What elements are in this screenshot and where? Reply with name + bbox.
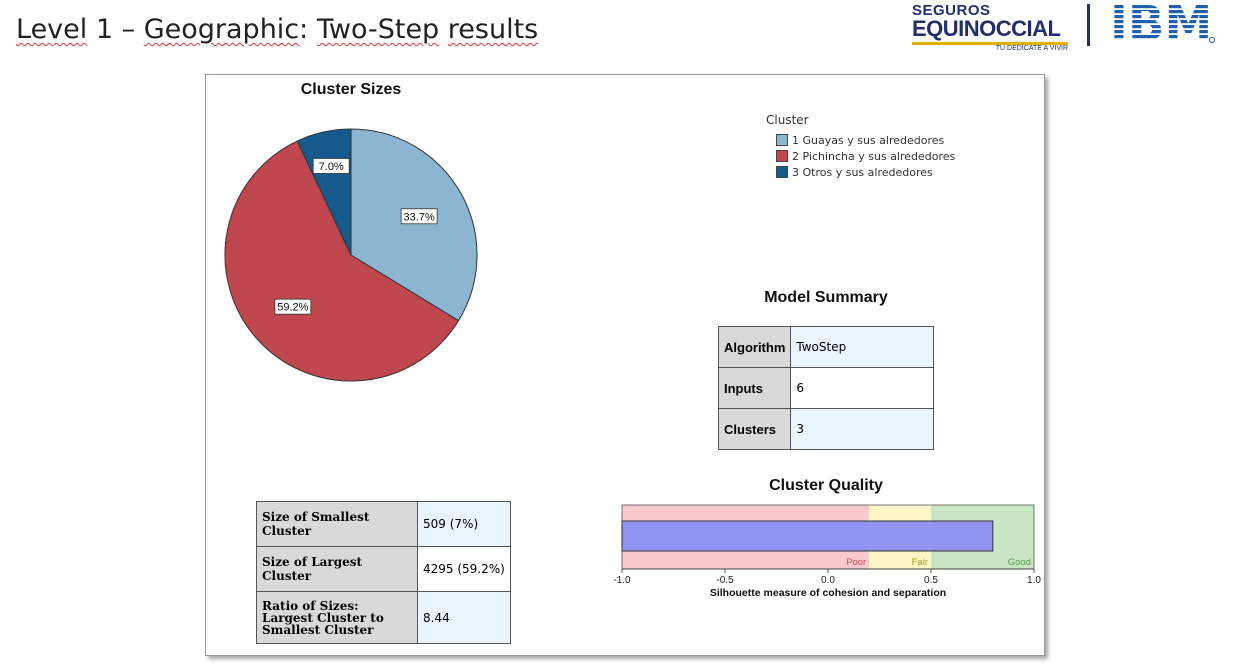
pie-slice-label: 59.2% [274, 298, 312, 315]
ibm-logo: IBM [1110, 0, 1215, 46]
title-word-results: results [447, 14, 539, 45]
legend-num: 2 [792, 149, 799, 163]
row-value-clusters: 3 [790, 408, 935, 450]
legend-num: 3 [792, 165, 799, 179]
logo-line-seguros: SEGUROS [912, 2, 991, 19]
row-label-clusters: Clusters [717, 408, 792, 450]
row-value-smallest: 509 (7%) [417, 501, 511, 547]
logo-underline [912, 42, 1068, 45]
pie-slice [350, 128, 478, 322]
table-row: Ratio of Sizes: Largest Cluster to Small… [256, 591, 511, 644]
pie-slice [224, 140, 460, 382]
axis-tick-label: 0.0 [821, 575, 835, 586]
cluster-quality-title: Cluster Quality [769, 477, 883, 494]
quality-zone-label: Poor [846, 557, 866, 568]
cluster-legend: Cluster 1 Guayas y sus alrededores 2 Pic… [766, 113, 955, 180]
row-label-inputs: Inputs [717, 367, 792, 409]
silhouette-bar [621, 520, 994, 552]
table-row: Size of Largest Cluster 4295 (59.2%) [256, 546, 511, 592]
legend-label: Guayas y sus alrededores [802, 133, 945, 147]
legend-swatch [776, 166, 788, 178]
cluster-quality-chart: Poor Fair Good -1.0 -0.5 0.0 0.5 1.0 Silhouette … [613, 504, 1041, 599]
row-label-ratio: Ratio of Sizes: Largest Cluster to Small… [256, 591, 418, 644]
x-axis-label: Silhouette measure of cohesion and separ… [710, 587, 946, 599]
title-sep-1: 1 – [87, 14, 144, 45]
title-sep-2: : [299, 14, 317, 45]
axis-tick-label: 1.0 [1027, 575, 1041, 586]
svg-text:33.7%: 33.7% [404, 211, 435, 223]
legend-swatch [776, 134, 788, 146]
title-word-geographic: Geographic [143, 14, 300, 45]
svg-text:59.2%: 59.2% [277, 302, 308, 314]
axis-tick-label: -0.5 [716, 575, 734, 586]
logo-line-equinoccial: EQUINOCCIAL [912, 16, 1061, 41]
axis-tick-label: -1.0 [613, 575, 631, 586]
title-word-level: Level [16, 14, 88, 45]
table-row: Inputs 6 [717, 367, 935, 409]
cluster-sizes-table: Size of Smallest Cluster 509 (7%) Size o… [256, 501, 511, 644]
legend-label: Pichincha y sus alrededores [802, 149, 956, 163]
logo-tagline: TÚ DEDÍCATE A VIVIR [995, 45, 1068, 52]
row-label-algorithm: Algorithm [717, 326, 792, 368]
ibm-logo-text: IBM [1110, 0, 1212, 46]
quality-zone-label: Fair [912, 557, 928, 568]
model-summary-table: Algorithm TwoStep Inputs 6 Clusters 3 [717, 326, 935, 450]
seguros-equinoccial-logo: SEGUROS EQUINOCCIAL TÚ DEDÍCATE A VIVIR [912, 2, 1072, 52]
twostep-output-figure: Cluster Sizes 33.7% 59.2% 7.0% Cluster 1 G… [205, 74, 1045, 656]
table-row: Algorithm TwoStep [717, 326, 935, 368]
cluster-sizes-pie-chart: 33.7% 59.2% 7.0% [224, 128, 478, 382]
row-value-algorithm: TwoStep [790, 326, 935, 368]
model-summary-title: Model Summary [764, 289, 888, 306]
row-value-ratio: 8.44 [417, 591, 511, 644]
legend-item: 3 Otros y sus alrededores [766, 164, 955, 180]
table-row: Clusters 3 [717, 408, 935, 450]
row-value-inputs: 6 [790, 367, 935, 409]
quality-zone-label: Good [1008, 557, 1031, 568]
pie-title: Cluster Sizes [300, 81, 402, 98]
legend-item: 1 Guayas y sus alrededores [766, 132, 955, 148]
svg-text:7.0%: 7.0% [319, 161, 344, 173]
legend-swatch [776, 150, 788, 162]
row-label-largest: Size of Largest Cluster [256, 546, 418, 592]
legend-label: Otros y sus alrededores [802, 165, 933, 179]
table-row: Size of Smallest Cluster 509 (7%) [256, 501, 511, 547]
title-word-twostep: Two-Step [316, 14, 440, 45]
legend-num: 1 [792, 133, 799, 147]
legend-title: Cluster [766, 113, 809, 127]
pie-slice-label: 33.7% [400, 208, 438, 225]
logo-separator [1087, 4, 1090, 46]
axis-tick-label: 0.5 [924, 575, 938, 586]
row-value-largest: 4295 (59.2%) [417, 546, 511, 592]
slide-title: Level 1 – Geographic: Two-Step results [16, 14, 538, 45]
pie-slice-label: 7.0% [312, 158, 350, 174]
row-label-smallest: Size of Smallest Cluster [256, 501, 418, 547]
title-sep-3 [439, 14, 448, 45]
legend-item: 2 Pichincha y sus alrededores [766, 148, 955, 164]
